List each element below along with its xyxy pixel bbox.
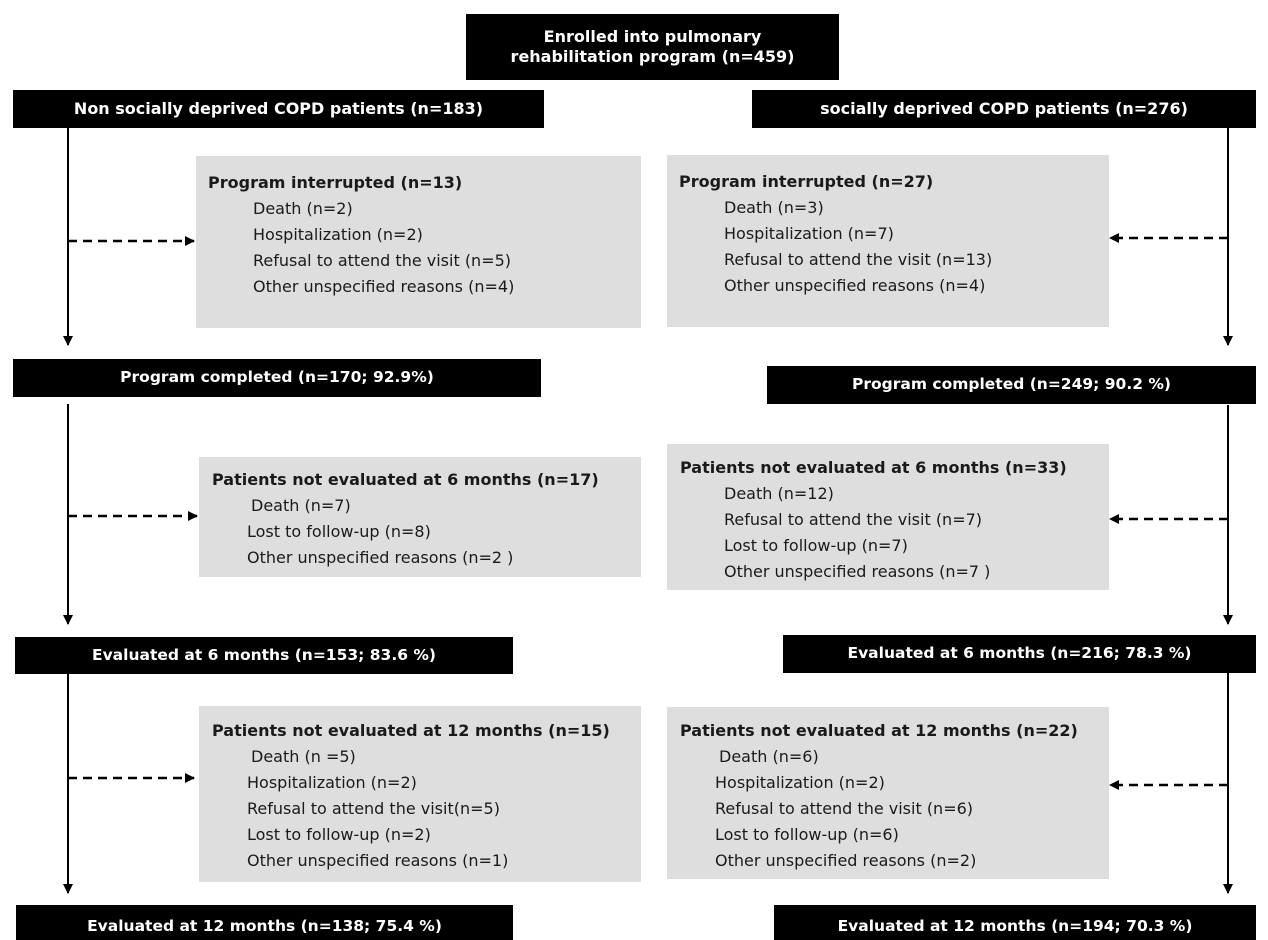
enrolled-box: Enrolled into pulmonary rehabilitation p… bbox=[466, 14, 839, 80]
list-item: Death (n=12) bbox=[724, 484, 834, 503]
right-not-eval6-box: Patients not evaluated at 6 months (n=33… bbox=[667, 444, 1109, 590]
left-not-eval12-title: Patients not evaluated at 12 months (n=1… bbox=[212, 721, 610, 740]
list-item: Other unspecified reasons (n=2) bbox=[715, 851, 977, 870]
list-item: Lost to follow-up (n=6) bbox=[715, 825, 899, 844]
list-item: Lost to follow-up (n=7) bbox=[724, 536, 908, 555]
list-item: Refusal to attend the visit (n=13) bbox=[724, 250, 993, 269]
left-interrupted-title: Program interrupted (n=13) bbox=[208, 173, 463, 192]
list-item: Other unspecified reasons (n=4) bbox=[724, 276, 986, 295]
list-item: Hospitalization (n=2) bbox=[247, 773, 417, 792]
right-interrupted-box: Program interrupted (n=27) Death (n=3) H… bbox=[667, 155, 1109, 327]
right-not-eval12-box: Patients not evaluated at 12 months (n=2… bbox=[667, 707, 1109, 879]
list-item: Death (n=7) bbox=[251, 496, 351, 515]
list-item: Other unspecified reasons (n=4) bbox=[253, 277, 515, 296]
list-item: Lost to follow-up (n=8) bbox=[247, 522, 431, 541]
right-interrupted-title: Program interrupted (n=27) bbox=[679, 172, 934, 191]
left-eval6-box: Evaluated at 6 months (n=153; 83.6 %) bbox=[15, 637, 513, 674]
list-item: Refusal to attend the visit (n=6) bbox=[715, 799, 974, 818]
list-item: Hospitalization (n=2) bbox=[253, 225, 423, 244]
list-item: Hospitalization (n=7) bbox=[724, 224, 894, 243]
list-item: Lost to follow-up (n=2) bbox=[247, 825, 431, 844]
list-item: Refusal to attend the visit (n=7) bbox=[724, 510, 983, 529]
left-eval12-box: Evaluated at 12 months (n=138; 75.4 %) bbox=[16, 905, 513, 940]
left-not-eval6-box: Patients not evaluated at 6 months (n=17… bbox=[199, 457, 641, 577]
right-group-header: socially deprived COPD patients (n=276) bbox=[752, 90, 1256, 128]
list-item: Death (n=3) bbox=[724, 198, 824, 217]
left-interrupted-box: Program interrupted (n=13) Death (n=2) H… bbox=[196, 156, 641, 328]
list-item: Death (n=6) bbox=[719, 747, 819, 766]
right-eval12-box: Evaluated at 12 months (n=194; 70.3 %) bbox=[774, 905, 1256, 940]
list-item: Other unspecified reasons (n=1) bbox=[247, 851, 509, 870]
left-not-eval6-title: Patients not evaluated at 6 months (n=17… bbox=[212, 470, 599, 489]
list-item: Refusal to attend the visit(n=5) bbox=[247, 799, 500, 818]
left-group-header: Non socially deprived COPD patients (n=1… bbox=[13, 90, 544, 128]
left-completed-box: Program completed (n=170; 92.9%) bbox=[13, 359, 541, 397]
enrolled-line-1: Enrolled into pulmonary bbox=[543, 27, 762, 46]
list-item: Other unspecified reasons (n=2 ) bbox=[247, 548, 514, 567]
enrolled-line-2: rehabilitation program (n=459) bbox=[510, 47, 795, 66]
right-eval6-box: Evaluated at 6 months (n=216; 78.3 %) bbox=[783, 635, 1256, 673]
right-completed-box: Program completed (n=249; 90.2 %) bbox=[767, 366, 1256, 404]
list-item: Death (n=2) bbox=[253, 199, 353, 218]
list-item: Hospitalization (n=2) bbox=[715, 773, 885, 792]
list-item: Refusal to attend the visit (n=5) bbox=[253, 251, 512, 270]
left-not-eval12-box: Patients not evaluated at 12 months (n=1… bbox=[199, 706, 641, 882]
right-not-eval6-title: Patients not evaluated at 6 months (n=33… bbox=[680, 458, 1067, 477]
list-item: Other unspecified reasons (n=7 ) bbox=[724, 562, 991, 581]
list-item: Death (n =5) bbox=[251, 747, 356, 766]
right-not-eval12-title: Patients not evaluated at 12 months (n=2… bbox=[680, 721, 1078, 740]
